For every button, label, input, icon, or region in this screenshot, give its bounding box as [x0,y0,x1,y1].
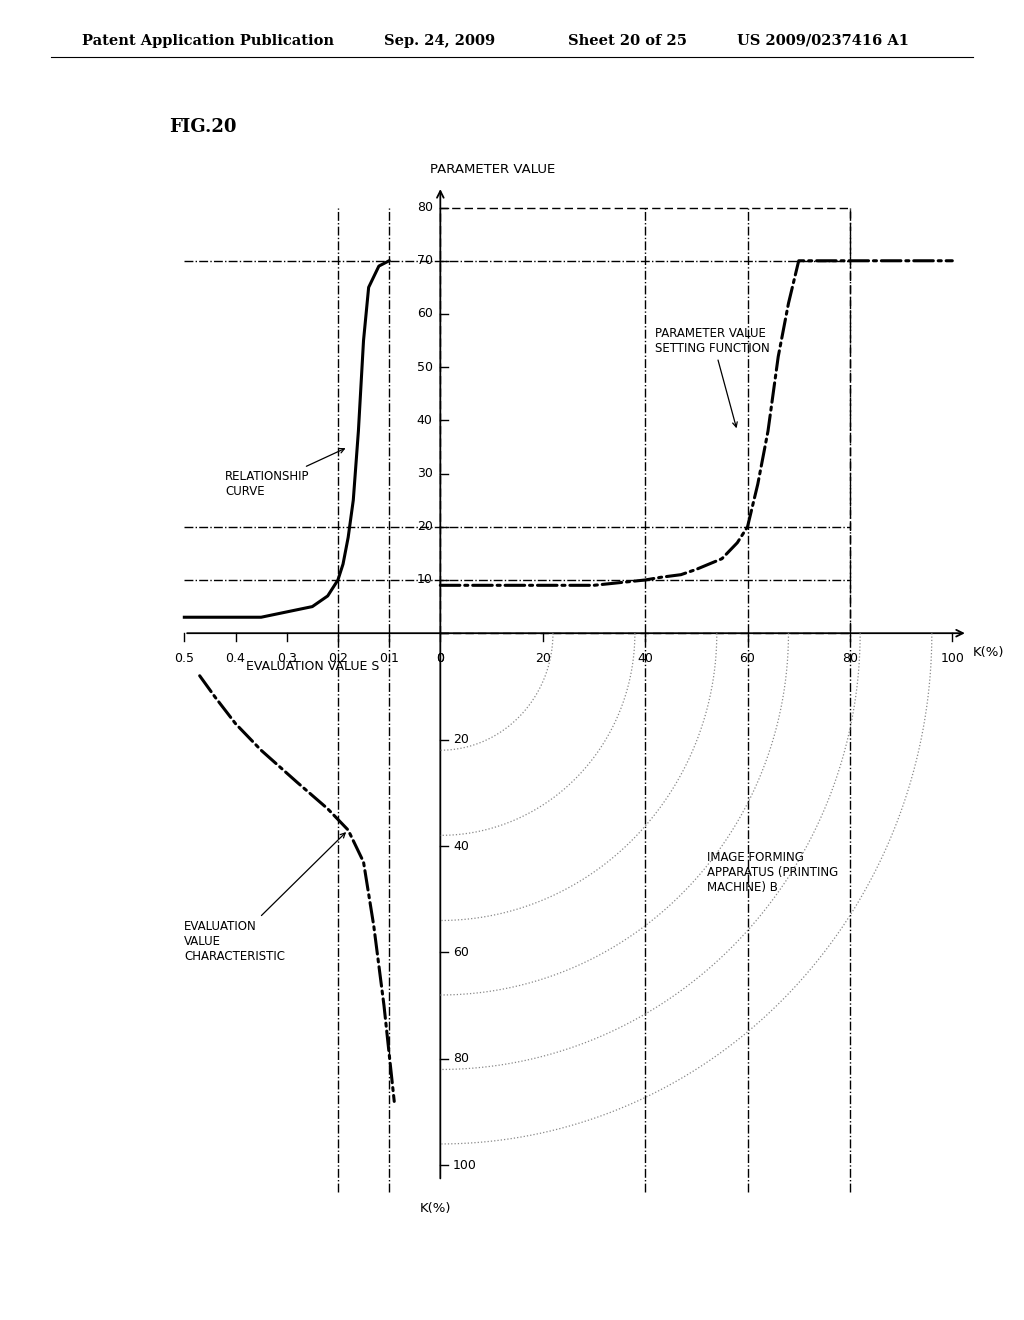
Text: 60: 60 [454,946,469,958]
Text: PARAMETER VALUE
SETTING FUNCTION: PARAMETER VALUE SETTING FUNCTION [655,326,770,426]
Text: K(%): K(%) [420,1203,451,1216]
Text: PARAMETER VALUE: PARAMETER VALUE [430,162,555,176]
Text: 40: 40 [454,840,469,853]
Text: 70: 70 [417,255,433,267]
Text: 80: 80 [417,201,433,214]
Text: 0.1: 0.1 [379,652,399,665]
Text: 10: 10 [417,573,433,586]
Text: 20: 20 [535,652,551,665]
Text: US 2009/0237416 A1: US 2009/0237416 A1 [737,34,909,48]
Text: IMAGE FORMING
APPARATUS (PRINTING
MACHINE) B: IMAGE FORMING APPARATUS (PRINTING MACHIN… [707,851,838,894]
Text: 20: 20 [454,733,469,746]
Text: 80: 80 [454,1052,469,1065]
Text: 0: 0 [436,652,444,665]
Text: 100: 100 [940,652,965,665]
Text: RELATIONSHIP
CURVE: RELATIONSHIP CURVE [225,449,344,498]
Text: 40: 40 [637,652,653,665]
Text: 0.3: 0.3 [276,652,297,665]
Text: 0: 0 [436,652,444,665]
Text: 0.2: 0.2 [328,652,348,665]
Text: EVALUATION VALUE S: EVALUATION VALUE S [246,660,379,673]
Text: 20: 20 [417,520,433,533]
Text: Patent Application Publication: Patent Application Publication [82,34,334,48]
Text: 40: 40 [417,414,433,426]
Text: 80: 80 [842,652,858,665]
Text: 30: 30 [417,467,433,480]
Text: Sep. 24, 2009: Sep. 24, 2009 [384,34,496,48]
Text: 60: 60 [739,652,756,665]
Text: K(%): K(%) [973,647,1005,660]
Text: 0.5: 0.5 [174,652,195,665]
Text: Sheet 20 of 25: Sheet 20 of 25 [568,34,687,48]
Text: 50: 50 [417,360,433,374]
Text: 100: 100 [454,1159,477,1172]
Text: 60: 60 [417,308,433,321]
Text: 0.4: 0.4 [225,652,246,665]
Text: EVALUATION
VALUE
CHARACTERISTIC: EVALUATION VALUE CHARACTERISTIC [184,833,345,964]
Text: FIG.20: FIG.20 [169,117,237,136]
